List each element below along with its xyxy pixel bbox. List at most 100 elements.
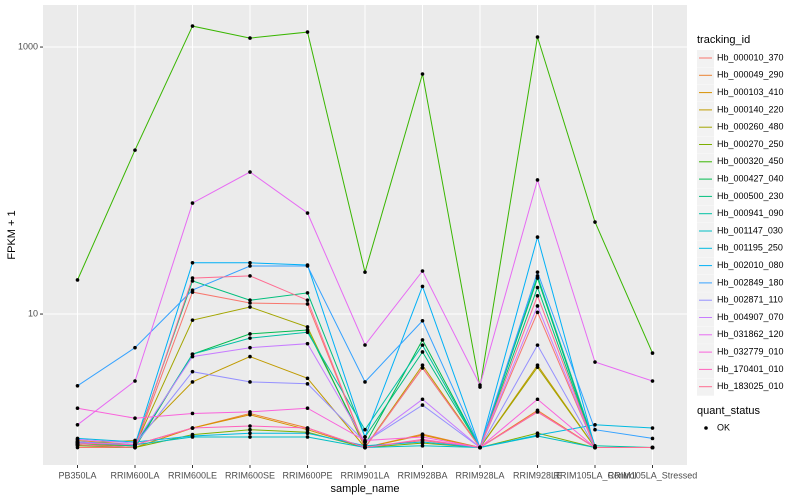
- data-point: [593, 423, 597, 427]
- data-point: [190, 426, 195, 430]
- data-point: [248, 412, 252, 417]
- data-point: [420, 72, 425, 76]
- data-point: [420, 338, 425, 342]
- data-point: [650, 351, 655, 355]
- legend-label: Hb_031862_120: [717, 329, 784, 339]
- data-point: [420, 403, 425, 407]
- data-point: [305, 431, 310, 436]
- data-point: [305, 325, 310, 329]
- data-point: [248, 431, 252, 436]
- legend-label: Hb_002871_110: [717, 295, 783, 305]
- data-point: [190, 261, 195, 265]
- data-point: [248, 380, 252, 384]
- data-point: [248, 424, 252, 428]
- point-legend-key: [704, 426, 708, 430]
- data-point: [420, 363, 425, 367]
- data-point: [248, 36, 252, 40]
- data-point: [305, 291, 310, 295]
- x-tick-label: RRIM105LA_Control: [553, 470, 636, 480]
- x-tick-label: RRIM901LA: [340, 470, 389, 480]
- data-point: [478, 445, 482, 450]
- data-point: [75, 442, 80, 447]
- legend-label: Hb_000320_450: [717, 156, 784, 166]
- data-point: [305, 426, 310, 430]
- data-point: [75, 423, 80, 427]
- legend-label: Hb_032779_010: [717, 346, 784, 356]
- data-point: [248, 427, 252, 432]
- data-point: [133, 416, 137, 420]
- y-tick-label: 10: [28, 308, 38, 318]
- legend-label: Hb_000010_370: [717, 52, 784, 62]
- data-point: [248, 336, 252, 340]
- data-point: [535, 365, 540, 369]
- data-point: [133, 445, 137, 450]
- data-point: [478, 383, 482, 387]
- legend-label: Hb_000103_410: [717, 87, 784, 97]
- data-point: [305, 302, 310, 306]
- data-point: [420, 318, 425, 323]
- data-point: [190, 201, 195, 205]
- data-point: [650, 379, 655, 383]
- legend-label: Hb_183025_010: [717, 381, 784, 391]
- data-point: [190, 24, 195, 28]
- legend-label: Hb_001195_250: [717, 243, 783, 253]
- data-point: [248, 274, 252, 278]
- data-point: [535, 293, 540, 298]
- data-point: [248, 435, 252, 439]
- data-point: [75, 437, 80, 442]
- data-point: [420, 435, 425, 439]
- x-tick-label: RRIM600PE: [282, 470, 332, 480]
- data-point: [305, 435, 310, 439]
- plot-area: [43, 5, 687, 465]
- data-point: [420, 343, 425, 347]
- data-point: [593, 220, 597, 224]
- data-point: [535, 410, 540, 414]
- data-point: [420, 440, 425, 444]
- data-point: [133, 345, 137, 350]
- data-point: [420, 366, 425, 370]
- data-point: [420, 444, 425, 448]
- legend-label: Hb_000270_250: [717, 139, 784, 149]
- data-point: [363, 438, 367, 443]
- legend-label: Hb_000049_290: [717, 70, 784, 80]
- data-point: [305, 211, 310, 215]
- data-point: [248, 301, 252, 305]
- data-point: [420, 350, 425, 354]
- data-point: [535, 235, 540, 239]
- data-point: [75, 278, 80, 282]
- data-point: [305, 376, 310, 381]
- data-point: [133, 442, 137, 447]
- data-point: [535, 433, 540, 437]
- data-point: [248, 410, 252, 414]
- data-point: [420, 284, 425, 289]
- x-tick-label: RRIM928LA: [455, 470, 504, 480]
- data-point: [190, 411, 195, 416]
- data-point: [248, 298, 252, 302]
- data-point: [190, 318, 195, 322]
- data-point: [248, 261, 252, 265]
- x-tick-label: RRIM105LA_Stressed: [608, 470, 698, 480]
- data-point: [420, 269, 425, 273]
- data-point: [305, 341, 310, 346]
- x-tick-label: PB350LA: [58, 470, 96, 480]
- data-point: [535, 274, 540, 278]
- data-point: [190, 434, 195, 438]
- data-point: [248, 332, 252, 336]
- data-point: [535, 343, 540, 347]
- legend-label: Hb_002849_180: [717, 277, 784, 287]
- data-point: [650, 445, 655, 450]
- data-point: [75, 384, 80, 388]
- data-point: [535, 35, 540, 39]
- data-point: [535, 304, 540, 308]
- data-point: [190, 279, 195, 283]
- legend-label: Hb_000500_230: [717, 191, 784, 201]
- legend-label: Hb_000140_220: [717, 104, 784, 114]
- data-point: [593, 360, 597, 364]
- y-tick-label: 1000: [18, 41, 38, 51]
- data-point: [190, 380, 195, 384]
- data-point: [363, 380, 367, 384]
- legend-label: Hb_004907_070: [717, 312, 784, 322]
- legend-title: tracking_id: [697, 34, 750, 46]
- data-point: [305, 406, 310, 411]
